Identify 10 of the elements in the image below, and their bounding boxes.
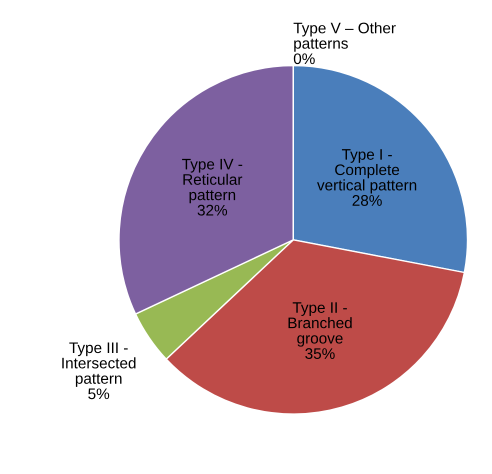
- slice-label: Type II - Branched groove: [288, 302, 352, 347]
- category-label: Type V – Other patterns: [294, 22, 396, 52]
- slice-label: Type IV - Reticular pattern: [182, 158, 242, 204]
- data-label: 35%: [305, 348, 335, 359]
- data-label: 28%: [352, 195, 382, 206]
- data-label: 5%: [88, 388, 110, 400]
- slice-label: Type III - Intersected pattern: [62, 342, 136, 387]
- slice-label: Type I - Complete vertical pattern: [317, 149, 416, 194]
- data-label: 32%: [198, 204, 228, 216]
- text: 0%: [294, 53, 315, 64]
